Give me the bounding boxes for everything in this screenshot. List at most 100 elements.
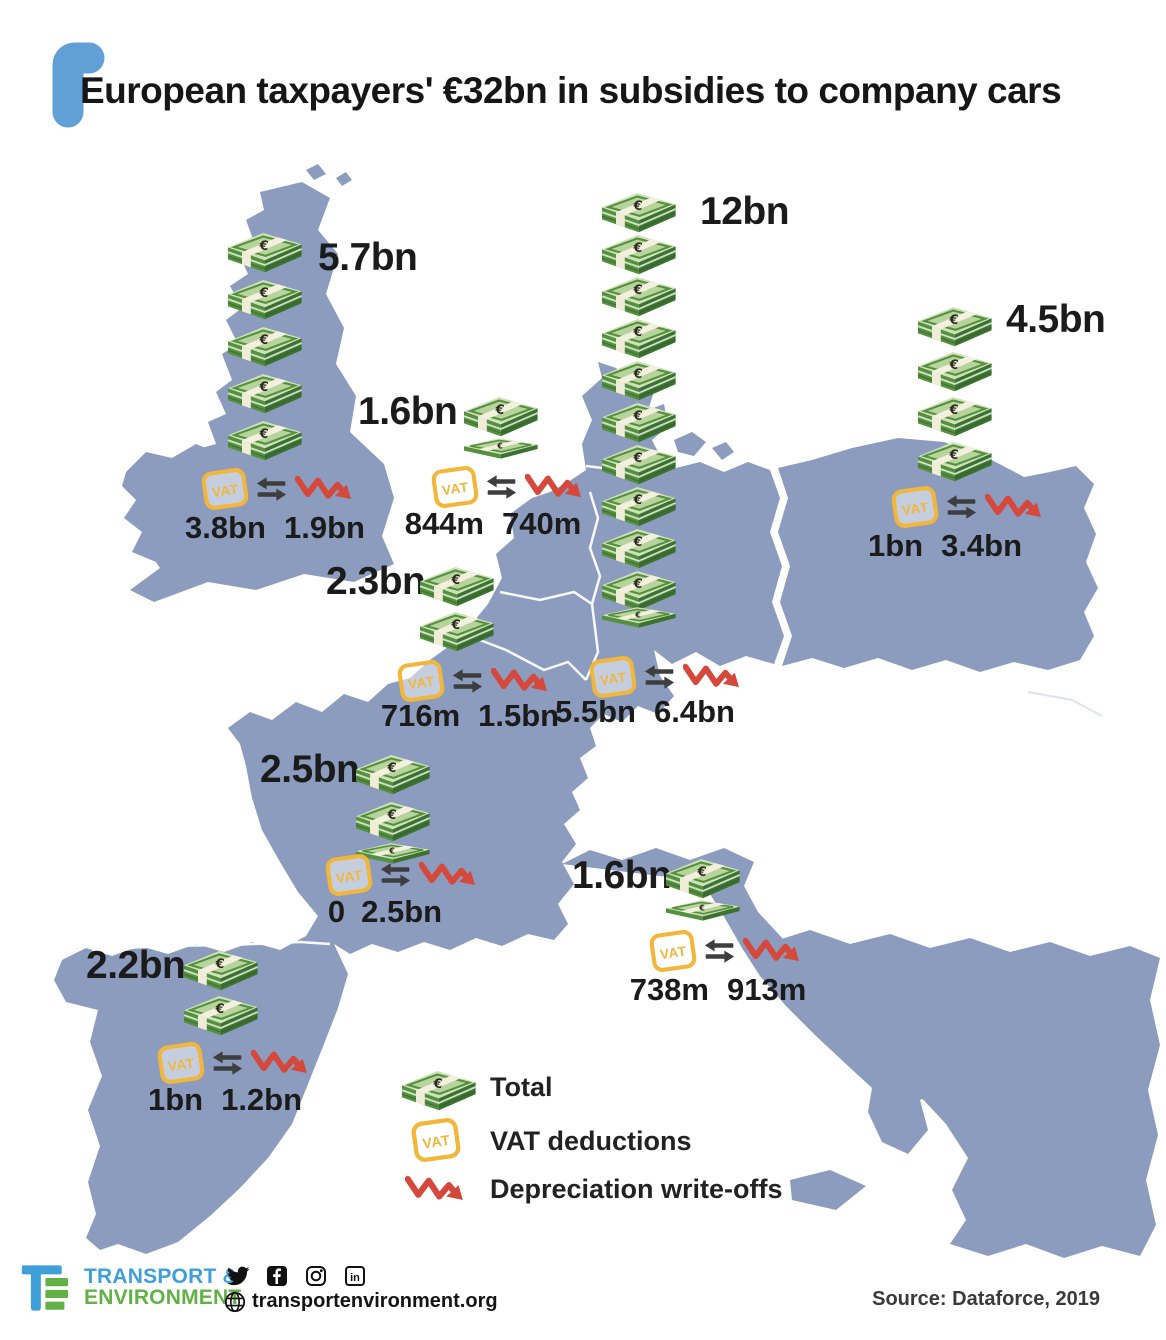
map-faint-border [1027, 691, 1103, 717]
money-stack-icon [182, 994, 259, 1037]
country-values: 0 2.5bn [310, 894, 460, 930]
map-continent-shape [54, 362, 784, 1254]
depreciation-value: 3.4bn [941, 528, 1023, 563]
map-islands [674, 432, 706, 456]
map-sicily-shape [790, 1170, 866, 1210]
logo-line2: ENVIRONMENT [84, 1286, 242, 1309]
social-icons-row: in [226, 1264, 367, 1288]
money-stack-icon [354, 800, 431, 843]
legend-total-label: Total [490, 1072, 553, 1102]
country-values: 1bn 1.2bn [140, 1082, 310, 1118]
vat-badge-icon [409, 1115, 463, 1165]
map-italy-shape [562, 848, 992, 1154]
money-stack-partial-icon [463, 437, 539, 459]
vat-badge-icon [889, 483, 940, 531]
linkedin-icon: in [345, 1266, 365, 1286]
country-values: 738m 913m [628, 972, 808, 1008]
depreciation-arrow-icon [251, 1046, 307, 1080]
country-total-label: 5.7bn [318, 236, 418, 279]
money-stack-partial-icon [601, 606, 677, 628]
instagram-icon [306, 1266, 326, 1286]
vat-value: 5.5bn [555, 694, 636, 729]
country-total-label: 2.2bn [86, 944, 186, 987]
country-icon-row [398, 660, 547, 702]
country-values: 1bn 3.4bn [855, 528, 1035, 564]
swap-arrows-icon [212, 1051, 243, 1075]
vat-badge-icon [155, 1039, 206, 1087]
money-stack-icon [462, 395, 539, 438]
country-values: 716m 1.5bn [380, 698, 560, 734]
country-total-label: 12bn [700, 190, 790, 233]
brand-corner-glyph [52, 42, 105, 128]
money-stack-icon [226, 372, 303, 415]
money-stack-icon [916, 395, 993, 438]
map-islands [306, 164, 326, 180]
vat-badge-icon [323, 851, 374, 899]
country-total-label: 1.6bn [572, 854, 672, 897]
depreciation-arrow-icon [985, 490, 1041, 524]
globe-icon [224, 1291, 246, 1312]
country-icon-row [158, 1042, 307, 1084]
depreciation-value: 1.9bn [284, 510, 365, 545]
vat-value: 3.8bn [185, 510, 266, 545]
svg-text:in: in [350, 1272, 360, 1284]
money-stack-icon [400, 1069, 477, 1112]
depreciation-arrow-icon [405, 1172, 463, 1207]
swap-arrows-icon [644, 665, 675, 689]
money-stack-icon [418, 565, 495, 608]
swap-arrows-icon [486, 475, 517, 499]
country-total-label: 1.6bn [358, 390, 458, 433]
country-icon-row [892, 486, 1041, 528]
money-stack-column [914, 298, 994, 483]
country-icon-row [326, 854, 475, 896]
vat-value: 1bn [867, 528, 924, 563]
depreciation-arrow-icon [525, 470, 581, 504]
vat-value: 0 [327, 894, 346, 929]
swap-arrows-icon [704, 939, 735, 963]
vat-badge-icon [429, 463, 480, 511]
money-stack-column [416, 558, 496, 653]
legend-depreciation-label: Depreciation write-offs [490, 1174, 783, 1204]
money-stack-icon [226, 419, 303, 462]
depreciation-arrow-icon [419, 858, 475, 892]
swap-arrows-icon [256, 477, 287, 501]
money-stack-icon [226, 231, 303, 274]
country-total-label: 4.5bn [1006, 298, 1106, 341]
money-stack-column [460, 388, 540, 459]
website-row: transportenvironment.org [224, 1290, 498, 1313]
country-total-label: 2.5bn [260, 748, 360, 791]
money-stack-column [224, 224, 304, 462]
depreciation-value: 2.5bn [361, 894, 443, 929]
swap-arrows-icon [380, 863, 411, 887]
money-stack-icon [226, 325, 303, 368]
money-stack-column [180, 942, 260, 1037]
facebook-icon [267, 1266, 287, 1286]
depreciation-arrow-icon [295, 472, 351, 506]
money-stack-icon [182, 949, 259, 992]
website-url: transportenvironment.org [252, 1290, 498, 1312]
money-stack-icon [354, 753, 431, 796]
swap-arrows-icon [946, 495, 977, 519]
vat-value: 738m [629, 972, 709, 1007]
country-icon-row [432, 466, 581, 508]
vat-value: 1bn [147, 1082, 204, 1117]
swap-arrows-icon [452, 669, 483, 693]
country-icon-row [650, 930, 799, 972]
depreciation-value: 913m [727, 972, 807, 1007]
money-stack-partial-icon [665, 899, 741, 921]
money-stack-icon [916, 440, 993, 483]
vat-value: 844m [404, 506, 484, 541]
depreciation-arrow-icon [491, 664, 547, 698]
money-stack-column [662, 850, 742, 921]
vat-badge-icon [199, 465, 250, 513]
map-islands [336, 172, 352, 186]
money-stack-column [352, 746, 432, 864]
country-values: 5.5bn 6.4bn [555, 694, 735, 730]
transport-environment-logo-icon [21, 1265, 69, 1311]
country-values: 844m 740m [404, 506, 582, 542]
country-values: 3.8bn 1.9bn [180, 510, 370, 546]
country-icon-row [202, 468, 351, 510]
source-credit: Source: Dataforce, 2019 [872, 1288, 1100, 1310]
map-borders [91, 464, 663, 952]
